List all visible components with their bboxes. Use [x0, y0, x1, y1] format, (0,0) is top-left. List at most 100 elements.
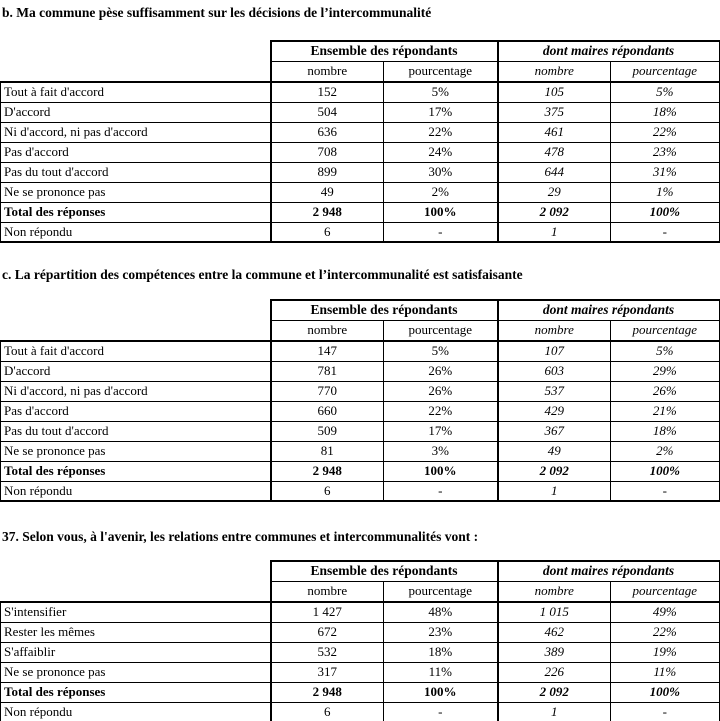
survey-section-b: b. Ma commune pèse suffisamment sur les …: [0, 0, 720, 243]
cell-value: 11%: [610, 661, 720, 683]
cell-value: 781: [270, 360, 384, 382]
subheader-nombre-maires: nombre: [497, 581, 611, 603]
header-spacer: [0, 61, 271, 83]
cell-value: 100%: [610, 681, 720, 703]
cell-value: 2 092: [496, 681, 611, 703]
row-label: Pas d'accord: [0, 400, 272, 422]
cell-value: 29%: [610, 360, 720, 382]
cell-value: 2%: [383, 181, 498, 203]
cell-value: 107: [496, 340, 611, 362]
row-label: Ni d'accord, ni pas d'accord: [0, 121, 272, 143]
cell-value: 21%: [610, 400, 720, 422]
table-row: Non répondu 6-1-: [0, 701, 720, 721]
table-row: Pas d'accord 708 24% 478 23%: [0, 141, 720, 163]
row-label: D'accord: [0, 360, 272, 382]
survey-section-c: c. La répartition des compétences entre …: [0, 266, 720, 502]
row-label: D'accord: [0, 101, 272, 123]
column-group-header-ensemble: Ensemble des répondants: [269, 40, 498, 62]
subheader-nombre: nombre: [269, 320, 384, 342]
cell-value: 18%: [610, 420, 720, 442]
table-row: Total des réponses 2 948 100% 2 092 100%: [0, 201, 720, 223]
cell-value: 1: [496, 221, 611, 243]
cell-value: 100%: [610, 201, 720, 223]
column-group-header-ensemble: Ensemble des répondants: [269, 560, 498, 582]
cell-value: 708: [270, 141, 384, 163]
cell-value: 2 948: [270, 681, 384, 703]
row-label: Pas du tout d'accord: [0, 420, 272, 442]
results-table: Ensemble des répondants dont maires répo…: [0, 40, 720, 243]
row-label: Total des réponses: [0, 460, 272, 482]
table-row: Tout à fait d'accord 147 5% 107 5%: [0, 340, 720, 362]
table-row: Non répondu 6-1-: [0, 221, 720, 243]
cell-value: 461: [496, 121, 611, 143]
cell-value: 2%: [610, 440, 720, 462]
cell-value: 152: [270, 81, 384, 103]
header-spacer: [1, 561, 271, 581]
cell-value: 26%: [383, 380, 498, 402]
cell-value: 100%: [383, 460, 498, 482]
cell-value: 672: [270, 621, 384, 643]
cell-value: 11%: [383, 661, 498, 683]
cell-value: 48%: [383, 601, 498, 623]
header-spacer: [1, 300, 271, 320]
section-title: b. Ma commune pèse suffisamment sur les …: [2, 5, 432, 20]
row-label: Total des réponses: [0, 201, 272, 223]
row-label: Non répondu: [0, 221, 272, 243]
cell-value: 5%: [383, 81, 498, 103]
row-label: S'affaiblir: [0, 641, 272, 663]
subheader-nombre: nombre: [269, 61, 384, 83]
cell-value: 1: [496, 480, 611, 502]
subheader-pourcentage-maires: pourcentage: [610, 61, 720, 83]
cell-value: 18%: [610, 101, 720, 123]
section-title: 37. Selon vous, à l'avenir, les relation…: [2, 529, 479, 544]
cell-value: 49: [496, 440, 611, 462]
subheader-nombre-maires: nombre: [497, 320, 611, 342]
cell-value: 24%: [383, 141, 498, 163]
table-row: Non répondu 6-1-: [0, 480, 720, 502]
cell-value: 147: [270, 340, 384, 362]
column-subheader-row: nombre pourcentage nombre pourcentage: [0, 320, 720, 342]
column-group-header-maires: dont maires répondants: [496, 560, 720, 582]
table-row: Total des réponses 2 948 100% 2 092 100%: [0, 681, 720, 703]
row-label: Non répondu: [0, 701, 272, 721]
cell-value: 226: [496, 661, 611, 683]
cell-value: 6: [270, 701, 384, 721]
table-row: D'accord 781 26% 603 29%: [0, 360, 720, 382]
cell-value: -: [383, 701, 498, 721]
table-row: S'affaiblir 532 18% 389 19%: [0, 641, 720, 663]
table-row: D'accord 504 17% 375 18%: [0, 101, 720, 123]
cell-value: 1 015: [496, 601, 611, 623]
cell-value: 660: [270, 400, 384, 422]
column-group-row: Ensemble des répondants dont maires répo…: [1, 560, 720, 582]
cell-value: 2 092: [496, 201, 611, 223]
results-table: Ensemble des répondants dont maires répo…: [0, 299, 720, 502]
cell-value: 636: [270, 121, 384, 143]
row-label: Pas du tout d'accord: [0, 161, 272, 183]
row-label: Pas d'accord: [0, 141, 272, 163]
column-subheader-row: nombre pourcentage nombre pourcentage: [0, 581, 720, 603]
cell-value: 23%: [610, 141, 720, 163]
row-label: Tout à fait d'accord: [0, 81, 272, 103]
cell-value: 1: [496, 701, 611, 721]
cell-value: 375: [496, 101, 611, 123]
cell-value: 100%: [383, 201, 498, 223]
subheader-nombre: nombre: [269, 581, 384, 603]
subheader-pourcentage-maires: pourcentage: [610, 320, 720, 342]
cell-value: -: [610, 221, 720, 243]
table-row: Total des réponses 2 948 100% 2 092 100%: [0, 460, 720, 482]
subheader-pourcentage: pourcentage: [383, 320, 499, 342]
cell-value: 770: [270, 380, 384, 402]
table-row: Ne se prononce pas 81 3% 49 2%: [0, 440, 720, 462]
cell-value: 2 092: [496, 460, 611, 482]
column-group-row: Ensemble des répondants dont maires répo…: [1, 40, 720, 62]
table-row: Pas d'accord 660 22% 429 21%: [0, 400, 720, 422]
cell-value: 389: [496, 641, 611, 663]
cell-value: 26%: [610, 380, 720, 402]
column-group-header-maires: dont maires répondants: [496, 299, 720, 321]
header-spacer: [0, 320, 271, 342]
cell-value: 19%: [610, 641, 720, 663]
cell-value: 1 427: [270, 601, 384, 623]
cell-value: 1%: [610, 181, 720, 203]
table-row: Ne se prononce pas 317 11% 226 11%: [0, 661, 720, 683]
